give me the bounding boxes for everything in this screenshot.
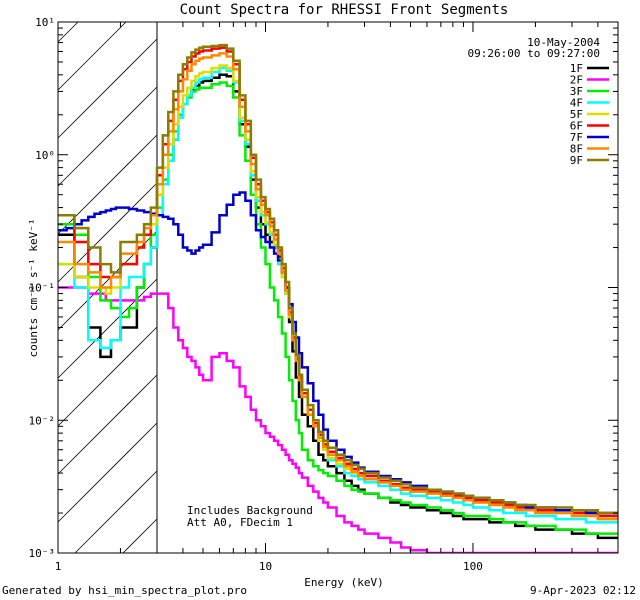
series-group (58, 43, 618, 553)
y-axis-label: counts cm⁻² s⁻¹ keV⁻¹ (27, 218, 40, 357)
hatch-line (57, 374, 158, 475)
y-tick-label: 10¹ (35, 16, 55, 29)
axis-ticks: 1 10 100 10¹ 10⁰ 10⁻¹ 10⁻² 10⁻³ (29, 16, 619, 573)
x-tick-label: 10 (259, 560, 272, 573)
y-tick-label: 10⁻³ (29, 547, 56, 560)
legend-label-4F: 4F (570, 97, 583, 110)
y-tick-label: 10⁻² (29, 414, 56, 427)
hatch-line (57, 422, 158, 523)
legend-label-6F: 6F (570, 120, 583, 133)
x-tick-label: 100 (463, 560, 483, 573)
legend-label-2F: 2F (570, 74, 583, 87)
series-5F (58, 64, 618, 521)
y-tick-label: 10⁻¹ (29, 282, 56, 295)
hatch-line (57, 134, 158, 235)
legend-label-1F: 1F (570, 62, 583, 75)
chart-title: Count Spectra for RHESSI Front Segments (180, 2, 509, 18)
series-6F (58, 46, 618, 518)
series-9F (58, 43, 618, 515)
legend-label-7F: 7F (570, 131, 583, 144)
plot-frame (57, 21, 619, 554)
legend-label-3F: 3F (570, 85, 583, 98)
x-tick-label: 1 (55, 560, 62, 573)
hatch-line (57, 182, 158, 283)
hatch-line (57, 230, 158, 331)
legend-label-9F: 9F (570, 154, 583, 167)
hatch-line (57, 21, 127, 91)
time-range: 09:26:00 to 09:27:00 (468, 47, 600, 60)
x-axis-label: Energy (keV) (304, 576, 383, 589)
hatch-line (122, 518, 158, 554)
hatch-line (57, 21, 79, 43)
legend-label-5F: 5F (570, 108, 583, 121)
series-2F (58, 286, 618, 553)
hatch-line (57, 326, 158, 427)
series-3F (58, 81, 618, 535)
footer-timestamp: 9-Apr-2023 02:12 (530, 584, 636, 597)
legend-label-8F: 8F (570, 143, 583, 156)
observation-date: 10-May-2004 (527, 36, 600, 49)
annotation-background: Includes Background (187, 504, 313, 517)
series-4F (58, 66, 618, 524)
hatch-line (74, 470, 158, 554)
hatch-line (57, 38, 158, 139)
series-1F (58, 73, 618, 540)
hatch-line (57, 278, 158, 379)
footer-generated-by: Generated by hsi_min_spectra_plot.pro (2, 584, 247, 597)
annotation-attenuator: Att A0, FDecim 1 (187, 516, 293, 529)
hatch-line (57, 86, 158, 187)
y-tick-label: 10⁰ (35, 149, 55, 162)
